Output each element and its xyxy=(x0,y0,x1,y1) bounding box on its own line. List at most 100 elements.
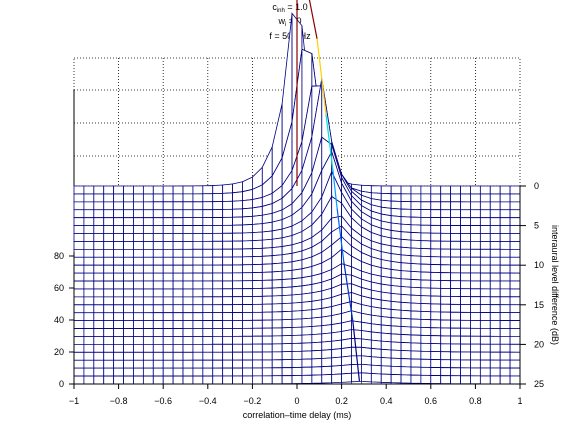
mesh-cell xyxy=(172,201,184,211)
mesh-cell xyxy=(192,367,204,377)
mesh-cell xyxy=(311,374,323,384)
mesh-cell xyxy=(212,264,224,274)
mesh-cell xyxy=(410,286,422,297)
mesh-cell xyxy=(93,225,105,234)
mesh-cell xyxy=(172,217,184,226)
mesh-cell xyxy=(83,209,95,219)
mesh-cell xyxy=(460,359,471,369)
mesh-cell xyxy=(232,351,243,361)
mesh-cell xyxy=(83,280,95,290)
mesh-cell xyxy=(430,271,442,281)
mesh-cell xyxy=(232,367,243,377)
mesh-cell xyxy=(192,351,204,361)
mesh-cell xyxy=(281,327,293,337)
mesh-cell xyxy=(261,359,273,369)
mesh-cell xyxy=(202,193,214,203)
mesh-cell xyxy=(133,359,144,369)
mesh-cell xyxy=(73,312,85,322)
mesh-cell xyxy=(222,359,233,369)
mesh-cell xyxy=(172,233,184,242)
mesh-cell xyxy=(489,351,501,361)
mesh-cell xyxy=(430,303,442,313)
mesh-cell xyxy=(281,335,293,345)
mesh-cell xyxy=(291,310,303,320)
mesh-cell xyxy=(291,293,303,304)
mesh-cell xyxy=(450,280,461,290)
mesh-cell xyxy=(450,185,461,195)
mesh-cell xyxy=(202,233,214,242)
mesh-cell xyxy=(242,343,253,353)
mesh-cell xyxy=(499,359,511,369)
mesh-cell xyxy=(370,364,382,375)
mesh-cell xyxy=(93,367,105,377)
mesh-cell xyxy=(390,285,402,295)
mesh-cell xyxy=(470,335,481,345)
mesh-cell xyxy=(400,270,412,280)
mesh-cell xyxy=(261,255,273,265)
mesh-cell xyxy=(93,233,105,242)
mesh-cell xyxy=(479,185,491,195)
mesh-cell xyxy=(400,262,412,272)
mesh-cell xyxy=(410,270,422,281)
mesh-cell xyxy=(83,217,95,226)
mesh-cell xyxy=(113,351,124,361)
mesh-cell xyxy=(93,256,105,266)
mesh-cell xyxy=(232,343,243,353)
mesh-cell xyxy=(380,324,392,335)
mesh-cell xyxy=(390,365,402,376)
mesh-cell xyxy=(93,288,105,298)
mesh-cell xyxy=(73,343,85,353)
ild-tick-label: 10 xyxy=(534,260,544,270)
mesh-cell xyxy=(430,185,442,195)
mesh-cell xyxy=(479,225,491,234)
mesh-cell xyxy=(430,319,442,329)
mesh-cell xyxy=(123,351,134,361)
peak-ridge xyxy=(296,0,361,382)
mesh-cell xyxy=(232,224,243,234)
mesh-cell xyxy=(271,246,283,257)
mesh-cell xyxy=(123,336,134,345)
mesh-cell xyxy=(162,296,174,306)
mesh-cell xyxy=(212,328,224,337)
mesh-cell xyxy=(103,217,115,226)
mesh-cell xyxy=(222,343,233,353)
mesh-cell xyxy=(123,312,134,322)
mesh-cell xyxy=(182,256,194,266)
mesh-cell xyxy=(430,287,442,297)
mesh-cell xyxy=(301,300,313,312)
mesh-cell xyxy=(73,193,85,203)
mesh-cell xyxy=(440,201,452,211)
x-tick-label: −1 xyxy=(69,396,79,406)
mesh-cell xyxy=(182,375,194,385)
mesh-cell xyxy=(479,343,491,353)
mesh-cell xyxy=(162,312,174,322)
mesh-cell xyxy=(251,287,263,297)
mesh-cell xyxy=(460,185,471,195)
mesh-cell xyxy=(242,327,253,337)
mesh-cell xyxy=(142,185,154,195)
z-axis: 0 20 40 60 80 xyxy=(54,251,75,389)
mesh-cell xyxy=(123,288,134,298)
mesh-cell xyxy=(133,233,144,242)
mesh-cell xyxy=(232,312,243,321)
mesh-cell xyxy=(509,248,521,258)
mesh-cell xyxy=(113,359,124,369)
mesh-cell xyxy=(301,358,313,368)
mesh-cell xyxy=(142,343,154,353)
mesh-cell xyxy=(172,264,184,274)
mesh-cell xyxy=(93,343,105,353)
mesh-cell xyxy=(370,347,382,358)
mesh-cell xyxy=(103,359,115,369)
mesh-cell xyxy=(242,232,253,242)
mesh-cell xyxy=(73,359,85,369)
mesh-cell xyxy=(430,201,442,211)
mesh-cell xyxy=(182,185,194,195)
mesh-cell xyxy=(123,343,134,353)
mesh-cell xyxy=(93,320,105,329)
ild-tick-label: 15 xyxy=(534,300,544,310)
mesh-cell xyxy=(509,201,521,211)
mesh-cell xyxy=(251,343,263,353)
mesh-cell xyxy=(93,193,105,203)
mesh-cell xyxy=(142,201,154,211)
